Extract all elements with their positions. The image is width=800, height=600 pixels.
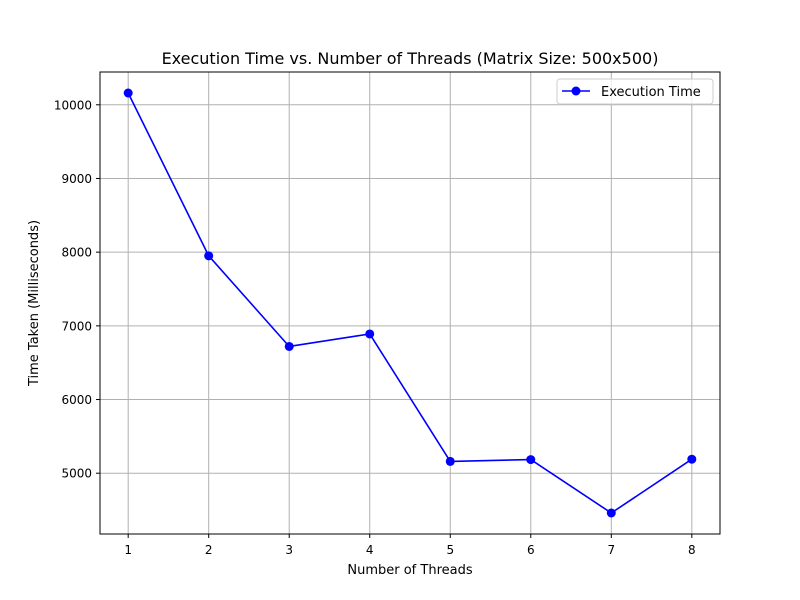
data-point (123, 88, 133, 98)
line-layer (127, 92, 693, 514)
legend-marker-swatch (571, 86, 581, 96)
legend: Execution Time (556, 78, 714, 105)
y-tick-label: 10000 (54, 98, 92, 112)
x-axis-label: Number of Threads (347, 563, 472, 578)
y-axis-ticks: 5000 6000 7000 8000 9000 10000 (54, 98, 100, 481)
y-tick-label: 8000 (61, 246, 92, 260)
legend-label: Execution Time (601, 85, 701, 100)
y-tick-label: 5000 (61, 467, 92, 481)
marker-layer (123, 88, 697, 518)
x-tick-label: 6 (527, 543, 535, 557)
y-axis-label: Time Taken (Milliseconds) (27, 220, 42, 387)
x-tick-label: 7 (607, 543, 615, 557)
y-tick-label: 7000 (61, 319, 92, 333)
x-tick-label: 8 (688, 543, 696, 557)
x-tick-label: 3 (285, 543, 293, 557)
x-axis-ticks: 1 2 3 4 5 6 7 8 (124, 534, 696, 557)
data-point (204, 251, 214, 261)
data-point (445, 456, 455, 466)
y-tick-label: 6000 (61, 393, 92, 407)
data-point (606, 508, 616, 518)
x-tick-label: 5 (446, 543, 454, 557)
legend-box (556, 78, 714, 105)
data-point (284, 341, 294, 351)
series-line-execution-time (127, 92, 693, 514)
plot-frame (99, 71, 721, 535)
data-point (365, 329, 375, 339)
x-tick-label: 4 (366, 543, 374, 557)
y-tick-label: 9000 (61, 172, 92, 186)
grid-layer (100, 72, 720, 534)
chart-title: Execution Time vs. Number of Threads (Ma… (162, 49, 659, 68)
data-point (687, 454, 697, 464)
data-point (526, 455, 536, 465)
x-tick-label: 1 (124, 543, 132, 557)
x-tick-label: 2 (205, 543, 213, 557)
